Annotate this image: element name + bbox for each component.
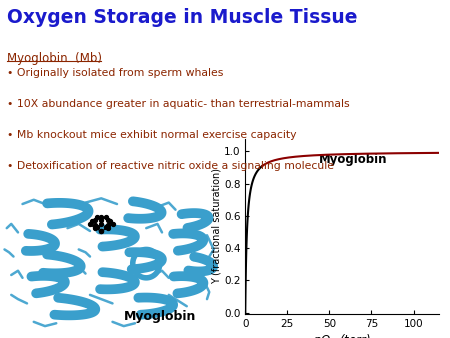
- Point: [107, 218, 114, 224]
- Point: [98, 228, 105, 234]
- Point: [109, 221, 116, 226]
- Point: [102, 214, 109, 219]
- Point: [104, 225, 112, 231]
- Point: [89, 218, 96, 224]
- Text: • Originally isolated from sperm whales: • Originally isolated from sperm whales: [7, 68, 223, 78]
- X-axis label: $pO_2$ (torr): $pO_2$ (torr): [313, 332, 371, 338]
- Point: [98, 217, 105, 222]
- Point: [91, 217, 98, 222]
- Text: Myoglobin: Myoglobin: [319, 153, 387, 166]
- Point: [86, 221, 94, 226]
- Point: [104, 217, 112, 222]
- Point: [104, 223, 112, 228]
- Point: [93, 214, 100, 219]
- Text: • Mb knockout mice exhibit normal exercise capacity: • Mb knockout mice exhibit normal exerci…: [7, 130, 296, 140]
- Text: Oxygen Storage in Muscle Tissue: Oxygen Storage in Muscle Tissue: [7, 8, 357, 27]
- Point: [102, 224, 109, 230]
- Point: [98, 228, 105, 234]
- Point: [93, 224, 100, 230]
- Y-axis label: Y (fractional saturation): Y (fractional saturation): [211, 168, 221, 285]
- Point: [98, 214, 105, 219]
- Point: [98, 221, 105, 226]
- Point: [91, 225, 98, 231]
- Point: [91, 223, 98, 228]
- Text: • Detoxification of reactive nitric oxide a signaling molecule: • Detoxification of reactive nitric oxid…: [7, 161, 334, 171]
- Text: Myoglobin: Myoglobin: [124, 310, 196, 323]
- Text: Myoglobin  (Mb): Myoglobin (Mb): [7, 52, 102, 65]
- Text: • 10X abundance greater in aquatic- than terrestrial-mammals: • 10X abundance greater in aquatic- than…: [7, 99, 349, 109]
